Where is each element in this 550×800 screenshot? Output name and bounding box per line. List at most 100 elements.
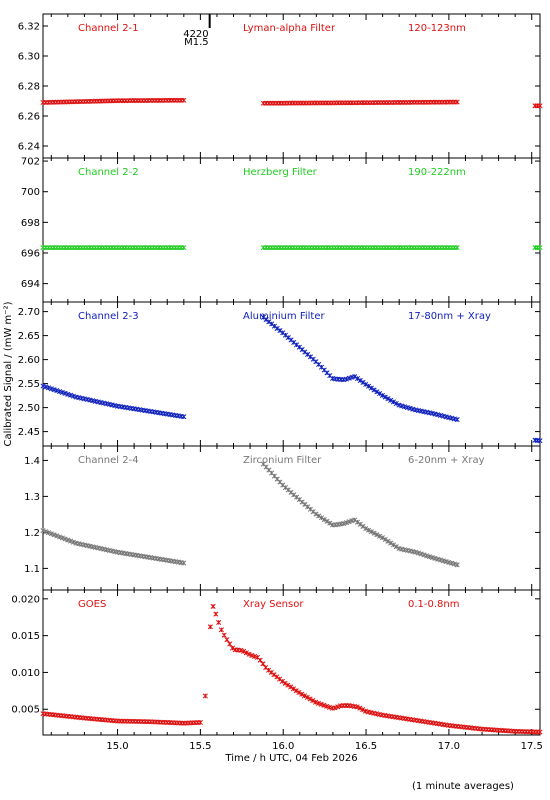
data-point <box>537 729 543 735</box>
data-point <box>246 651 252 657</box>
data-point <box>454 99 460 105</box>
data-point <box>363 526 369 532</box>
panel-label: 0.1-0.8nm <box>408 599 460 610</box>
data-point <box>346 375 352 381</box>
data-point <box>202 693 208 699</box>
data-point <box>357 377 363 384</box>
data-point <box>424 553 430 559</box>
data-point <box>374 389 380 395</box>
data-point <box>537 103 543 109</box>
data-point <box>352 374 358 380</box>
data-point <box>285 682 291 688</box>
panel-label: Channel 2-1 <box>78 23 139 34</box>
data-point <box>238 647 244 653</box>
data-point <box>321 516 327 523</box>
y-tick-label: 694 <box>21 279 40 290</box>
data-point <box>252 653 258 659</box>
data-point <box>421 552 427 558</box>
data-point <box>332 705 338 711</box>
y-tick-label: 6.26 <box>18 112 40 123</box>
data-point <box>324 703 330 709</box>
data-point <box>243 650 249 656</box>
data-point <box>454 417 460 423</box>
data-point <box>418 551 424 557</box>
data-point <box>304 694 310 700</box>
data-point <box>227 641 233 647</box>
data-point <box>249 652 255 658</box>
data-point <box>68 392 74 398</box>
panel-label: 6-20nm + Xray <box>408 455 485 466</box>
data-point <box>216 619 222 626</box>
panel-frame <box>42 13 541 159</box>
data-point <box>197 719 203 726</box>
data-point <box>324 518 330 524</box>
data-point <box>62 390 68 396</box>
data-point <box>354 375 361 382</box>
flare-number: 4220 <box>183 29 208 40</box>
data-point <box>360 379 366 385</box>
data-point <box>221 632 227 638</box>
data-point <box>282 680 288 686</box>
x-tick-label: 17.5 <box>521 741 543 752</box>
data-point <box>213 611 219 617</box>
panel-label: 17-80nm + Xray <box>408 311 491 322</box>
data-point <box>326 704 333 710</box>
panel-frame <box>42 301 541 447</box>
data-point <box>366 527 372 533</box>
data-point <box>301 693 308 699</box>
data-point <box>54 388 60 394</box>
data-point <box>354 704 360 710</box>
panel-label: Channel 2-3 <box>78 311 139 322</box>
data-point <box>368 529 374 535</box>
data-point <box>426 554 433 560</box>
data-point <box>54 533 60 539</box>
data-point <box>43 384 49 390</box>
y-tick-label: 696 <box>21 248 40 259</box>
data-point <box>343 376 349 382</box>
y-tick-label: 702 <box>21 157 40 168</box>
panel-frame <box>42 589 541 736</box>
data-point <box>45 385 52 391</box>
data-point <box>388 397 394 403</box>
data-point <box>296 689 302 696</box>
data-point <box>210 603 216 610</box>
data-point <box>59 535 65 541</box>
y-tick-label: 1.3 <box>24 492 40 503</box>
y-tick-label: 0.015 <box>11 631 40 642</box>
data-point <box>321 702 327 708</box>
data-point <box>388 540 394 546</box>
y-tick-label: 2.60 <box>18 355 40 366</box>
data-point <box>371 530 377 536</box>
data-point <box>357 705 363 711</box>
data-point <box>257 657 263 663</box>
data-point <box>379 535 385 541</box>
y-tick-label: 698 <box>21 218 40 229</box>
data-point <box>229 645 236 651</box>
data-point <box>43 529 49 535</box>
data-point <box>390 542 397 548</box>
data-point <box>313 511 319 517</box>
data-point <box>181 245 187 251</box>
data-point <box>374 532 380 538</box>
y-tick-label: 1.4 <box>24 456 40 467</box>
data-point <box>51 387 57 393</box>
data-point <box>181 97 187 103</box>
data-point <box>318 701 324 707</box>
x-tick-label: 16.0 <box>272 741 294 752</box>
data-point <box>279 678 285 684</box>
y-tick-label: 1.2 <box>24 528 40 539</box>
data-point <box>293 688 299 694</box>
panel-label: Zirconium Filter <box>243 455 322 466</box>
data-point <box>224 637 230 643</box>
data-point <box>181 560 187 566</box>
data-point <box>379 392 385 399</box>
data-point <box>415 550 421 556</box>
data-point <box>59 389 65 395</box>
data-point <box>454 245 460 251</box>
data-point <box>57 388 63 395</box>
data-point <box>413 549 419 555</box>
data-point <box>346 519 352 525</box>
data-point <box>377 391 383 397</box>
data-point <box>181 414 187 420</box>
data-point <box>57 534 63 540</box>
